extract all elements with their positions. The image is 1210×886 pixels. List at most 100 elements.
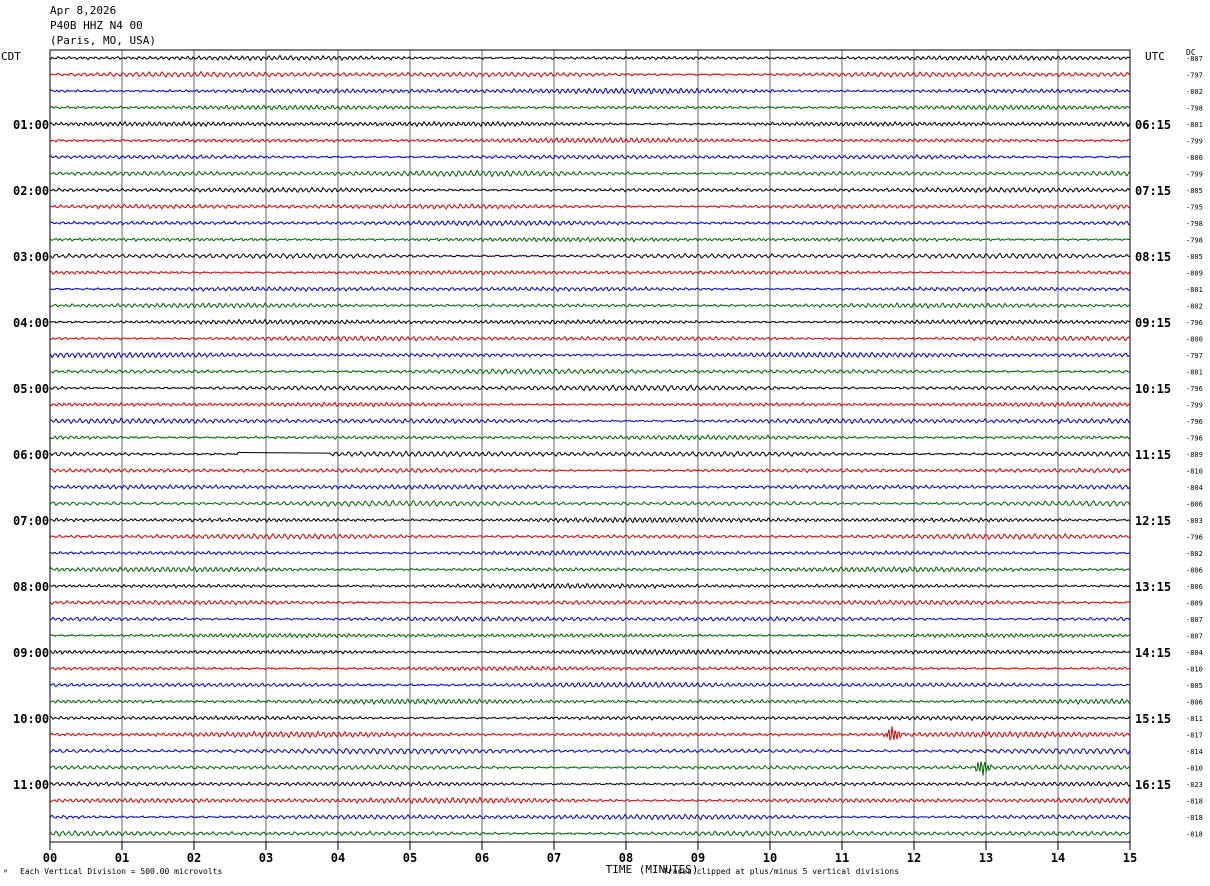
- seismic-trace: [49, 830, 1131, 838]
- seismic-trace: [49, 54, 1131, 62]
- dc-offset-label: -803: [1186, 517, 1203, 525]
- dc-offset-label: -796: [1186, 385, 1203, 393]
- left-timezone-label: CDT: [1, 50, 21, 63]
- x-tick-label: 07: [547, 851, 561, 865]
- x-tick-label: 13: [979, 851, 993, 865]
- seismic-trace: [49, 747, 1131, 756]
- dc-offset-label: -796: [1186, 418, 1203, 426]
- seismic-trace: [49, 318, 1131, 326]
- seismic-trace: [49, 236, 1131, 243]
- utc-hour-label: 09:15: [1135, 316, 1171, 330]
- dc-offset-label: -806: [1186, 583, 1203, 591]
- seismic-trace: [49, 104, 1131, 111]
- dc-offset-label: -802: [1186, 303, 1203, 311]
- seismic-trace: [49, 302, 1131, 310]
- seismic-trace: [49, 697, 1131, 706]
- dc-offset-label: -801: [1186, 286, 1203, 294]
- dc-offset-label: -800: [1186, 154, 1203, 162]
- cdt-hour-label: 04:00: [13, 316, 49, 330]
- x-tick-label: 11: [835, 851, 849, 865]
- seismic-trace: [49, 714, 1131, 722]
- x-tick-label: 05: [403, 851, 417, 865]
- seismic-trace: [49, 87, 1131, 95]
- dc-offset-label: -797: [1186, 352, 1203, 360]
- utc-hour-label: 14:15: [1135, 646, 1171, 660]
- x-tick-label: 03: [259, 851, 273, 865]
- utc-hour-label: 07:15: [1135, 184, 1171, 198]
- dc-offset-label: -814: [1186, 748, 1203, 756]
- utc-hour-label: 08:15: [1135, 250, 1171, 264]
- cdt-hour-label: 02:00: [13, 184, 49, 198]
- dc-offset-label: -807: [1186, 55, 1203, 63]
- x-tick-label: 04: [331, 851, 345, 865]
- seismic-trace: [49, 417, 1131, 425]
- dc-offset-label: -798: [1186, 220, 1203, 228]
- utc-hour-label: 13:15: [1135, 580, 1171, 594]
- seismic-trace: [49, 351, 1131, 359]
- seismic-trace: [49, 483, 1131, 491]
- dc-offset-label: -810: [1186, 765, 1203, 773]
- seismic-trace: [49, 761, 1131, 776]
- utc-hour-label: 15:15: [1135, 712, 1171, 726]
- x-tick-label: 01: [115, 851, 129, 865]
- dc-column-label: DC: [1186, 48, 1196, 57]
- dc-offset-label: -796: [1186, 534, 1203, 542]
- dc-offset-label: -809: [1186, 600, 1203, 608]
- x-tick-label: 06: [475, 851, 489, 865]
- cdt-hour-label: 05:00: [13, 382, 49, 396]
- x-tick-label: 00: [43, 851, 57, 865]
- seismic-trace: [49, 285, 1131, 293]
- seismic-traces: [49, 54, 1131, 838]
- seismic-trace: [49, 647, 1131, 656]
- dc-offset-label: -799: [1186, 138, 1203, 146]
- dc-offset-label: -809: [1186, 270, 1203, 278]
- seismic-trace: [49, 136, 1131, 144]
- seismic-trace: [49, 252, 1131, 260]
- dc-offset-label: -809: [1186, 451, 1203, 459]
- dc-offset-label: -811: [1186, 715, 1203, 723]
- seismic-trace: [49, 335, 1131, 342]
- right-timezone-label: UTC: [1145, 50, 1165, 63]
- dc-offset-label: -804: [1186, 649, 1203, 657]
- cdt-hour-label: 07:00: [13, 514, 49, 528]
- dc-offset-label: -818: [1186, 831, 1203, 839]
- dc-offset-label: -805: [1186, 253, 1203, 261]
- dc-offset-label: -801: [1186, 121, 1203, 129]
- x-tick-label: 14: [1051, 851, 1065, 865]
- utc-hour-label: 16:15: [1135, 778, 1171, 792]
- axis-labels: 00 01 02 03 04 05 06 07 08 09 10 11 12 13 14 15 TIME (MI…: [13, 55, 1203, 876]
- dc-offset-label: -806: [1186, 501, 1203, 509]
- seismic-trace: [49, 70, 1131, 78]
- dc-offset-label: -805: [1186, 682, 1203, 690]
- corner-mark: ᴹ: [3, 868, 8, 877]
- x-tick-label: 08: [619, 851, 633, 865]
- x-tick-label: 12: [907, 851, 921, 865]
- clip-note: Traces clipped at plus/minus 5 vertical …: [663, 867, 900, 876]
- seismic-trace: [49, 433, 1131, 441]
- seismic-trace: [49, 269, 1131, 276]
- dc-offset-label: -806: [1186, 567, 1203, 575]
- dc-offset-label: -823: [1186, 781, 1203, 789]
- station-location: (Paris, MO, USA): [50, 34, 156, 47]
- plot-grid: [49, 49, 1131, 850]
- dc-offset-label: -804: [1186, 484, 1203, 492]
- dc-offset-label: -796: [1186, 435, 1203, 443]
- dc-offset-label: -800: [1186, 336, 1203, 344]
- dc-offset-label: -797: [1186, 72, 1203, 80]
- seismic-trace: [49, 681, 1131, 688]
- utc-hour-label: 12:15: [1135, 514, 1171, 528]
- vertical-scale-note: Each Vertical Division = 500.00 microvol…: [20, 867, 223, 876]
- seismic-trace: [49, 219, 1131, 227]
- dc-offset-label: -817: [1186, 732, 1203, 740]
- utc-hour-label: 10:15: [1135, 382, 1171, 396]
- utc-hour-label: 11:15: [1135, 448, 1171, 462]
- seismic-trace: [49, 565, 1131, 574]
- seismic-trace: [49, 796, 1131, 805]
- seismic-trace: [49, 516, 1131, 524]
- dc-offset-label: -805: [1186, 187, 1203, 195]
- seismic-trace: [49, 499, 1131, 508]
- dc-offset-label: -799: [1186, 402, 1203, 410]
- seismic-trace: [49, 400, 1131, 408]
- seismic-trace: [49, 632, 1131, 639]
